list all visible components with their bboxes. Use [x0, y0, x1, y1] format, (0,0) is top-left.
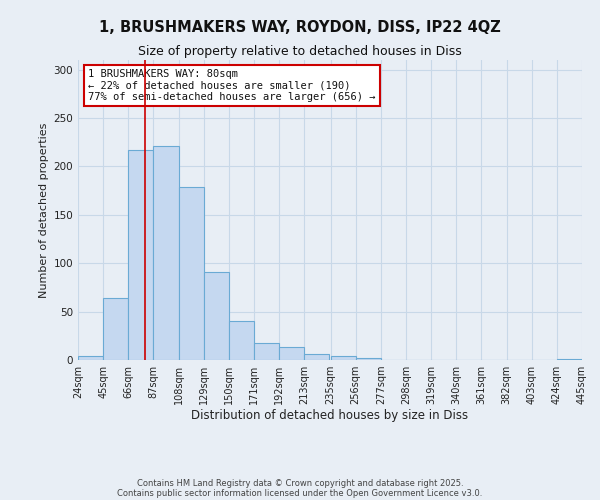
Bar	[204, 272, 229, 360]
Y-axis label: Number of detached properties: Number of detached properties	[39, 122, 49, 298]
Bar	[154, 146, 179, 360]
Text: 1 BRUSHMAKERS WAY: 80sqm
← 22% of detached houses are smaller (190)
77% of semi-: 1 BRUSHMAKERS WAY: 80sqm ← 22% of detach…	[88, 69, 376, 102]
Bar	[557, 359, 582, 360]
Text: 1, BRUSHMAKERS WAY, ROYDON, DISS, IP22 4QZ: 1, BRUSHMAKERS WAY, ROYDON, DISS, IP22 4…	[99, 20, 501, 35]
Bar	[78, 356, 103, 360]
Bar	[304, 354, 329, 360]
Bar	[254, 342, 279, 360]
Bar	[229, 322, 254, 360]
Text: Size of property relative to detached houses in Diss: Size of property relative to detached ho…	[138, 45, 462, 58]
Bar	[356, 358, 381, 360]
Bar	[103, 298, 128, 360]
Bar	[331, 356, 356, 360]
Text: Contains HM Land Registry data © Crown copyright and database right 2025.: Contains HM Land Registry data © Crown c…	[137, 478, 463, 488]
Bar	[128, 150, 154, 360]
Text: Contains public sector information licensed under the Open Government Licence v3: Contains public sector information licen…	[118, 488, 482, 498]
X-axis label: Distribution of detached houses by size in Diss: Distribution of detached houses by size …	[191, 408, 469, 422]
Bar	[179, 187, 204, 360]
Bar	[279, 348, 304, 360]
